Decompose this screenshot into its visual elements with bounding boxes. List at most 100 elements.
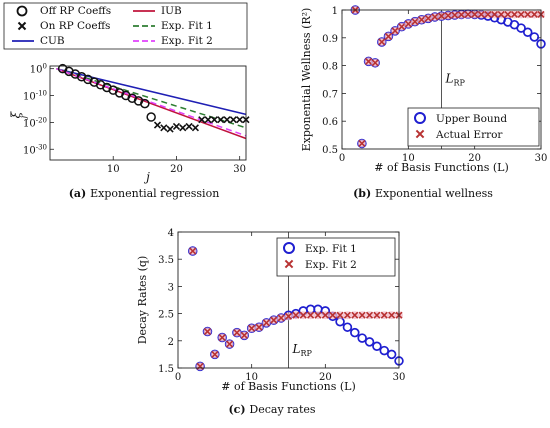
- a-xtick-label: 10: [107, 164, 120, 175]
- c-x-point: [351, 311, 359, 319]
- b-x-point-stroke: [510, 10, 519, 19]
- c-x-point: [255, 323, 263, 331]
- b-x-point-stroke: [391, 27, 399, 35]
- c-x-point: [233, 329, 241, 337]
- b-xtick-label: 30: [535, 153, 548, 164]
- b-x-point-stroke: [418, 16, 426, 24]
- c-legend-x-marker: [284, 259, 294, 269]
- a-on-rp-point: [204, 116, 212, 124]
- b-x-point: [471, 10, 479, 19]
- b-x-point: [358, 139, 366, 148]
- a-legend-x-marker-stroke: [17, 21, 27, 31]
- c-x-point-stroke: [233, 329, 241, 337]
- c-legend-x-marker-stroke: [284, 259, 294, 269]
- b-ytick-label: 1: [332, 6, 338, 17]
- a-ylabel: ξ: [9, 110, 23, 118]
- a-on-rp-point-stroke: [210, 116, 218, 124]
- b-x-point: [484, 10, 492, 19]
- c-x-point: [307, 311, 315, 319]
- a-on-rp-point-stroke: [223, 116, 231, 124]
- a-on-rp-point-stroke: [229, 116, 237, 124]
- c-plot-frame: [177, 231, 400, 369]
- b-x-point: [517, 10, 525, 19]
- b-legend-label: Upper Bound: [436, 113, 507, 125]
- a-on-rp-point-stroke: [204, 116, 212, 124]
- c-xtick-label: 30: [393, 372, 406, 383]
- c-ylabel: Decay Rates (q): [136, 256, 149, 345]
- a-xlabel: j: [143, 170, 150, 184]
- a-on-rp-point-stroke: [179, 124, 187, 132]
- a-on-rp-point-stroke: [236, 116, 244, 124]
- b-legend-label: Actual Error: [435, 129, 503, 141]
- a-on-rp-point-stroke: [160, 124, 168, 132]
- c-x-point: [262, 319, 270, 327]
- c-x-point: [203, 327, 212, 336]
- b-x-point-stroke: [411, 18, 419, 26]
- c-x-point: [358, 311, 366, 319]
- b-x-point-stroke: [404, 20, 412, 28]
- b-x-point-stroke: [378, 38, 386, 46]
- c-x-point: [321, 311, 329, 319]
- a-ytick-label: 10-10: [23, 90, 47, 103]
- c-legend-circle-marker: [283, 242, 295, 254]
- c-x-point: [284, 312, 293, 320]
- caption-label: (a): [69, 187, 90, 200]
- c-legend-label: Exp. Fit 1: [305, 243, 357, 255]
- a-on-rp-point: [153, 121, 162, 129]
- c-x-point-stroke: [270, 316, 278, 324]
- b-x-point: [497, 10, 505, 19]
- c-x-point-stroke: [307, 311, 315, 319]
- caption-c: (c) Decay rates: [228, 403, 315, 416]
- b-x-point-stroke: [437, 12, 446, 20]
- a-on-rp-point: [191, 124, 199, 132]
- a-on-rp-point: [179, 124, 187, 132]
- b-x-point: [378, 38, 386, 46]
- a-on-rp-point-stroke: [185, 122, 193, 130]
- b-x-point-stroke: [424, 14, 432, 22]
- a-off-rp-point: [140, 98, 150, 109]
- a-line-cub: [56, 67, 247, 116]
- b-x-point-stroke: [364, 57, 373, 65]
- b-x-point: [418, 16, 426, 24]
- c-legend-label: Exp. Fit 2: [305, 259, 357, 271]
- a-on-rp-point: [223, 116, 231, 124]
- c-x-point: [211, 350, 219, 358]
- c-x-point-stroke: [299, 311, 307, 319]
- caption-a: (a) Exponential regression: [69, 187, 220, 200]
- b-x-point-stroke: [358, 139, 366, 148]
- a-legend-box: [3, 2, 248, 50]
- c-x-point: [343, 311, 351, 319]
- b-xtick-label: 10: [402, 153, 415, 164]
- b-x-point: [371, 59, 379, 67]
- a-on-rp-point: [236, 116, 244, 124]
- a-on-rp-point-stroke: [166, 125, 174, 133]
- caption-text: Exponential wellness: [375, 187, 493, 200]
- c-x-point: [373, 311, 381, 319]
- a-legend-circle-marker: [16, 5, 28, 17]
- b-x-point-stroke: [471, 10, 479, 19]
- b-ylabel: Exponential Wellness (R²): [300, 8, 313, 152]
- c-ytick-label: 3: [168, 282, 174, 293]
- c-x-point-stroke: [240, 331, 248, 339]
- c-x-point-stroke: [351, 311, 359, 319]
- a-on-rp-point: [172, 122, 181, 130]
- c-x-point: [277, 314, 285, 322]
- c-x-point: [218, 333, 226, 342]
- c-x-point-stroke: [373, 311, 381, 319]
- b-x-point-stroke: [484, 10, 492, 19]
- b-x-point-stroke: [384, 32, 392, 40]
- c-x-point-stroke: [343, 311, 351, 319]
- c-x-point-stroke: [336, 311, 344, 319]
- b-ytick-label: 0.7: [322, 89, 338, 100]
- c-x-point-stroke: [248, 324, 256, 332]
- b-x-point-stroke: [431, 13, 439, 21]
- c-lrp-label: LRP: [292, 342, 313, 358]
- a-legend-x-marker: [17, 21, 27, 31]
- c-circle-point: [357, 333, 367, 343]
- b-x-point-stroke: [497, 10, 505, 19]
- c-x-point-stroke: [255, 323, 263, 331]
- c-x-point: [270, 316, 278, 324]
- b-ytick-label: 0.5: [322, 145, 338, 156]
- a-line-exp-fit-2: [56, 67, 247, 137]
- b-x-point: [437, 12, 446, 20]
